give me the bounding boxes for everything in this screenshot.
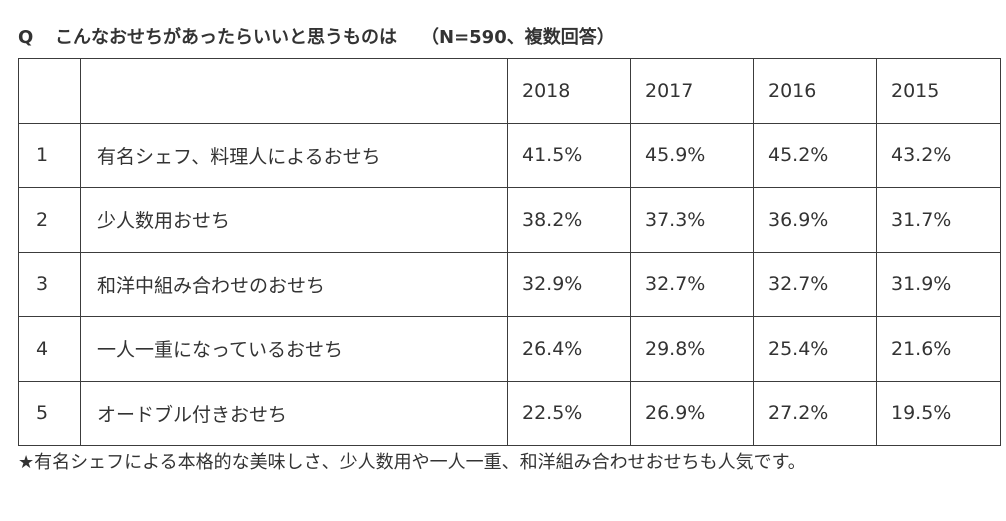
rank-cell: 5 bbox=[18, 380, 81, 446]
value-cell-2018: 26.4% bbox=[507, 316, 631, 382]
value-cell-2017: 26.9% bbox=[630, 380, 754, 446]
table-header-row: 2018 2017 2016 2015 bbox=[18, 58, 1001, 124]
item-label-cell: 少人数用おせち bbox=[80, 187, 508, 253]
rank-cell: 1 bbox=[18, 122, 81, 188]
value-cell-2015: 43.2% bbox=[876, 122, 1001, 188]
value-cell-2017: 45.9% bbox=[630, 122, 754, 188]
value-cell-2016: 45.2% bbox=[753, 122, 877, 188]
sample-note: （N=590、複数回答） bbox=[421, 27, 615, 48]
question-text: こんなおせちがあったらいいと思うものは bbox=[55, 27, 397, 48]
column-header-year: 2017 bbox=[630, 58, 754, 124]
table-row: 1 有名シェフ、料理人によるおせち 41.5% 45.9% 45.2% 43.2% bbox=[18, 122, 1001, 188]
value-cell-2016: 36.9% bbox=[753, 187, 877, 253]
rank-cell: 4 bbox=[18, 316, 81, 382]
value-cell-2017: 37.3% bbox=[630, 187, 754, 253]
table-row: 5 オードブル付きおせち 22.5% 26.9% 27.2% 19.5% bbox=[18, 380, 1001, 446]
survey-results-table: 2018 2017 2016 2015 1 有名シェフ、料理人によるおせち 41.5… bbox=[18, 58, 1001, 446]
value-cell-2017: 29.8% bbox=[630, 316, 754, 382]
footnote: ★有名シェフによる本格的な美味しさ、少人数用や一人一重、和洋組み合わせおせちも人… bbox=[18, 452, 806, 473]
table-row: 4 一人一重になっているおせち 26.4% 29.8% 25.4% 21.6% bbox=[18, 316, 1001, 382]
value-cell-2018: 32.9% bbox=[507, 251, 631, 317]
value-cell-2015: 19.5% bbox=[876, 380, 1001, 446]
rank-cell: 2 bbox=[18, 187, 81, 253]
value-cell-2016: 25.4% bbox=[753, 316, 877, 382]
column-header-year: 2016 bbox=[753, 58, 877, 124]
question-label: Q bbox=[18, 27, 34, 48]
header-empty-rank bbox=[18, 58, 81, 124]
header-empty-label bbox=[80, 58, 508, 124]
item-label-cell: オードブル付きおせち bbox=[80, 380, 508, 446]
value-cell-2018: 22.5% bbox=[507, 380, 631, 446]
value-cell-2017: 32.7% bbox=[630, 251, 754, 317]
value-cell-2016: 32.7% bbox=[753, 251, 877, 317]
table-row: 3 和洋中組み合わせのおせち 32.9% 32.7% 32.7% 31.9% bbox=[18, 251, 1001, 317]
value-cell-2018: 41.5% bbox=[507, 122, 631, 188]
value-cell-2015: 31.9% bbox=[876, 251, 1001, 317]
table-row: 2 少人数用おせち 38.2% 37.3% 36.9% 31.7% bbox=[18, 187, 1001, 253]
item-label-cell: 和洋中組み合わせのおせち bbox=[80, 251, 508, 317]
item-label-cell: 一人一重になっているおせち bbox=[80, 316, 508, 382]
value-cell-2015: 31.7% bbox=[876, 187, 1001, 253]
rank-cell: 3 bbox=[18, 251, 81, 317]
column-header-year: 2018 bbox=[507, 58, 631, 124]
table-body: 1 有名シェフ、料理人によるおせち 41.5% 45.9% 45.2% 43.2% 2 少人数… bbox=[18, 122, 1001, 446]
survey-question-title: Q こんなおせちがあったらいいと思うものは （N=590、複数回答） bbox=[18, 26, 615, 50]
item-label-cell: 有名シェフ、料理人によるおせち bbox=[80, 122, 508, 188]
value-cell-2018: 38.2% bbox=[507, 187, 631, 253]
value-cell-2015: 21.6% bbox=[876, 316, 1001, 382]
value-cell-2016: 27.2% bbox=[753, 380, 877, 446]
column-header-year: 2015 bbox=[876, 58, 1001, 124]
